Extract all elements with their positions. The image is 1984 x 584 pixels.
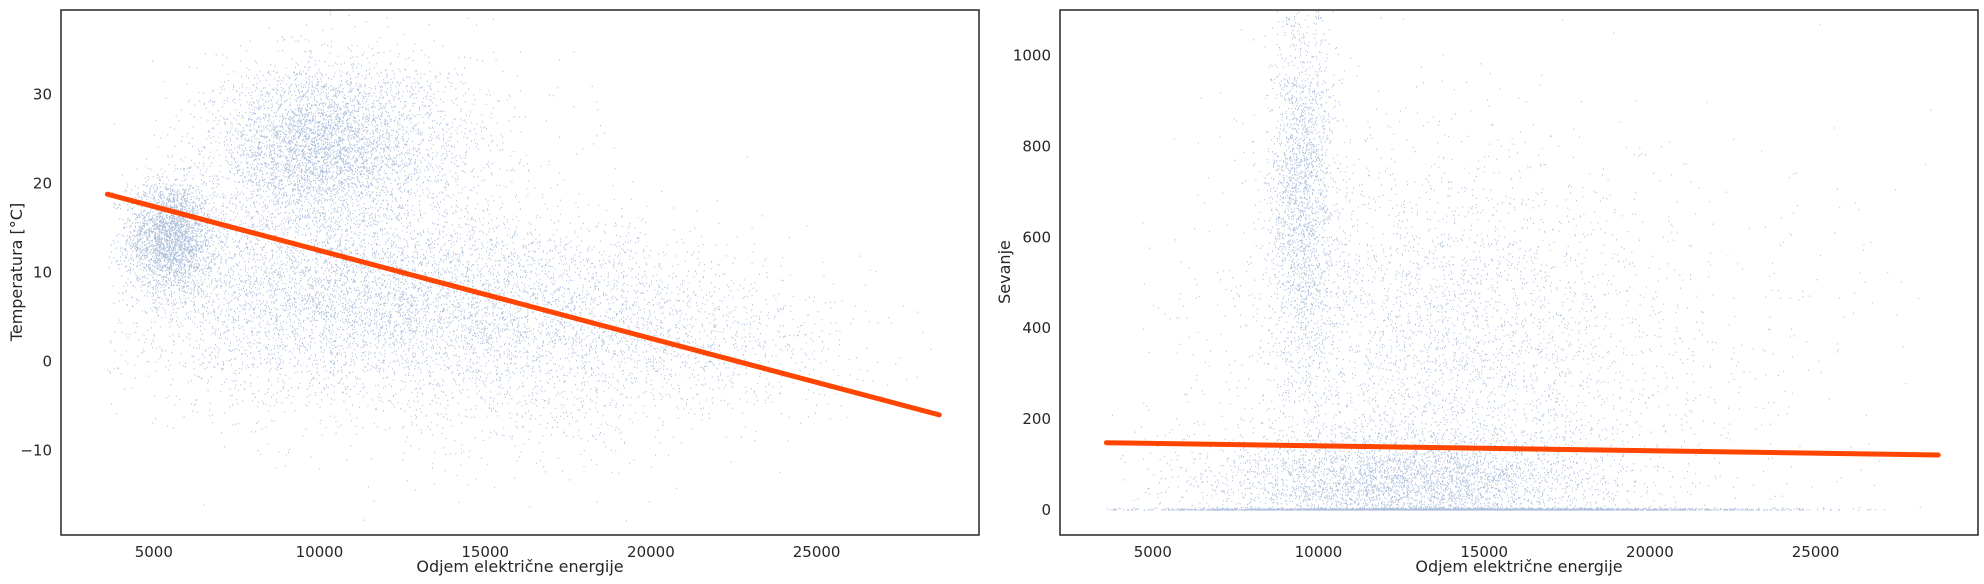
temperature-y-tick-label: 0 (42, 352, 52, 370)
radiation-data-points (1107, 10, 1932, 511)
radiation-y-axis-label: Sevanje (995, 240, 1014, 304)
radiation-y-tick-label: 600 (1022, 228, 1051, 246)
temperature-x-tick-label: 10000 (296, 543, 344, 561)
temperature-trend-line (104, 191, 942, 418)
temperature-y-axis-label: Temperatura [°C] (7, 203, 26, 342)
radiation-y-tick-label: 800 (1022, 137, 1051, 155)
temperature-x-axis-label: Odjem električne energije (416, 557, 623, 576)
temperature-x-tick-label: 25000 (793, 543, 841, 561)
temperature-scatter-panel: 5000 10000 15000 20000 25000 −10 0 10 20 30 Odje… (7, 9, 980, 576)
radiation-scatter-panel: 5000 10000 15000 20000 25000 0 200 400 600 800 10… (995, 9, 1979, 576)
radiation-x-tick-label: 5000 (1134, 543, 1172, 561)
radiation-y-tick-label: 400 (1022, 319, 1051, 337)
radiation-x-tick-label: 25000 (1792, 543, 1840, 561)
temperature-y-ticks: −10 0 10 20 30 (20, 86, 52, 460)
temperature-scatter-points (107, 10, 932, 522)
temperature-x-ticks: 5000 10000 15000 20000 25000 (135, 543, 841, 561)
temperature-data-points (107, 10, 932, 522)
radiation-y-tick-label: 1000 (1013, 46, 1051, 64)
temperature-x-tick-label: 15000 (461, 543, 509, 561)
temperature-x-tick-label: 20000 (627, 543, 675, 561)
radiation-x-tick-label: 10000 (1295, 543, 1343, 561)
radiation-x-tick-label: 20000 (1626, 543, 1674, 561)
radiation-x-ticks: 5000 10000 15000 20000 25000 (1134, 543, 1840, 561)
radiation-trend-line (1103, 440, 1941, 458)
temperature-x-tick-label: 5000 (135, 543, 173, 561)
radiation-plot-frame (1059, 9, 1979, 536)
radiation-y-ticks: 0 200 400 600 800 1000 (1013, 46, 1051, 519)
temperature-y-tick-label: 30 (33, 86, 52, 104)
radiation-x-tick-label: 15000 (1460, 543, 1508, 561)
radiation-x-axis-label: Odjem električne energije (1415, 557, 1622, 576)
temperature-y-tick-label: 20 (33, 175, 52, 193)
radiation-y-tick-label: 200 (1022, 410, 1051, 428)
temperature-plot-frame (60, 9, 980, 536)
temperature-y-tick-label: −10 (20, 441, 52, 459)
radiation-y-tick-label: 0 (1041, 501, 1051, 519)
temperature-y-tick-label: 10 (33, 264, 52, 282)
radiation-scatter-points (1107, 10, 1932, 511)
